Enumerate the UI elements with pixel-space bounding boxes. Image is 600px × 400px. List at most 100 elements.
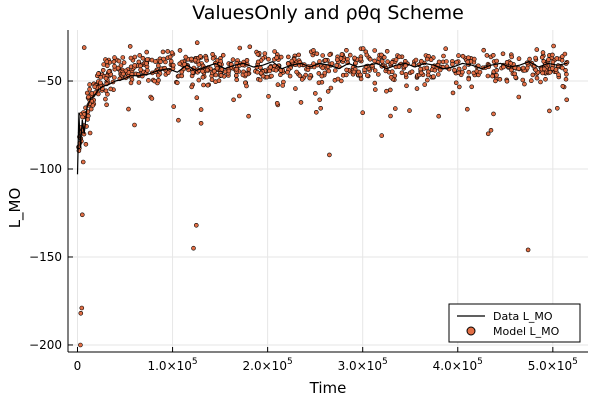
model-point	[443, 46, 449, 52]
model-point	[541, 66, 547, 72]
x-axis-label: Time	[309, 379, 347, 397]
model-point	[152, 78, 157, 84]
model-point	[194, 95, 200, 100]
legend: Data L_MO Model L_MO	[448, 303, 581, 343]
model-point	[450, 61, 455, 67]
model-point	[78, 310, 84, 316]
model-point	[285, 70, 290, 75]
model-point	[145, 57, 150, 62]
model-point	[112, 75, 117, 80]
model-point	[257, 77, 263, 83]
model-point	[267, 68, 272, 74]
model-point	[220, 52, 226, 58]
model-point	[539, 55, 545, 60]
model-point	[289, 58, 295, 64]
data-line	[76, 61, 568, 175]
model-point	[138, 63, 143, 69]
model-point	[327, 52, 333, 58]
model-point	[140, 55, 146, 61]
model-point	[316, 71, 322, 76]
model-point	[358, 72, 363, 78]
model-point	[103, 88, 109, 94]
model-point	[128, 55, 134, 61]
model-point	[198, 121, 204, 126]
model-point	[155, 73, 161, 78]
legend-label-model: Model L_MO	[493, 325, 560, 338]
x-tick-label: 4.0×105	[433, 357, 483, 373]
model-point	[189, 84, 194, 90]
model-point	[319, 73, 325, 79]
model-point	[285, 54, 291, 60]
model-point	[299, 77, 305, 82]
model-point	[543, 77, 548, 82]
model-point	[298, 100, 304, 105]
y-axis-label: L_MO	[6, 188, 25, 229]
model-point	[246, 113, 251, 119]
model-point	[258, 70, 264, 76]
model-point	[194, 40, 200, 46]
model-point	[469, 84, 475, 90]
model-point	[347, 52, 353, 58]
model-point	[264, 74, 270, 80]
model-point	[167, 54, 173, 60]
model-point	[203, 55, 209, 61]
model-point	[538, 79, 543, 85]
model-point	[118, 63, 124, 68]
x-tick-label: 5.0×105	[528, 357, 578, 373]
model-point	[243, 71, 249, 77]
model-point	[352, 55, 357, 61]
model-point	[316, 80, 322, 86]
model-point	[379, 59, 385, 64]
model-point	[385, 59, 390, 65]
model-point	[237, 93, 242, 99]
model-point	[247, 44, 253, 50]
tick-labels: 0 1.0×105 2.0×105 3.0×105 4.0×105 5.0×105 −50 −…	[29, 74, 578, 373]
model-point	[80, 159, 86, 165]
model-point	[98, 80, 103, 86]
model-point	[105, 63, 110, 69]
model-point	[194, 223, 199, 228]
model-point	[255, 69, 260, 75]
model-point	[318, 106, 324, 111]
model-point	[161, 56, 166, 62]
model-point	[136, 59, 142, 65]
model-point	[138, 67, 143, 72]
model-point	[516, 66, 522, 71]
model-point	[115, 65, 121, 71]
model-point	[424, 65, 430, 71]
model-point	[146, 78, 151, 83]
model-point	[332, 68, 338, 73]
model-point	[317, 59, 322, 64]
model-point	[533, 55, 538, 61]
model-point	[456, 66, 462, 72]
legend-box	[448, 303, 581, 343]
model-point	[230, 57, 236, 63]
model-point	[296, 52, 302, 58]
model-point	[149, 96, 155, 101]
model-point	[317, 97, 323, 103]
model-point	[121, 71, 126, 77]
model-point	[512, 71, 518, 77]
model-point	[320, 65, 326, 71]
model-point	[204, 67, 210, 73]
model-point	[520, 77, 526, 83]
model-point	[177, 61, 182, 67]
model-point	[121, 60, 127, 65]
model-point	[522, 81, 527, 87]
model-point	[360, 46, 366, 51]
model-point	[441, 53, 446, 59]
model-point	[329, 61, 335, 66]
model-point	[165, 49, 170, 54]
chart-title: ValuesOnly and ρθq Scheme	[192, 2, 464, 24]
model-point	[234, 67, 239, 72]
model-point	[311, 48, 316, 53]
model-point	[325, 89, 331, 94]
model-point	[80, 114, 85, 120]
model-point	[100, 68, 106, 73]
model-point	[456, 70, 462, 76]
model-point	[379, 52, 384, 58]
model-point	[171, 62, 176, 68]
model-point	[393, 57, 399, 63]
model-point	[389, 69, 395, 74]
model-point	[190, 70, 195, 75]
